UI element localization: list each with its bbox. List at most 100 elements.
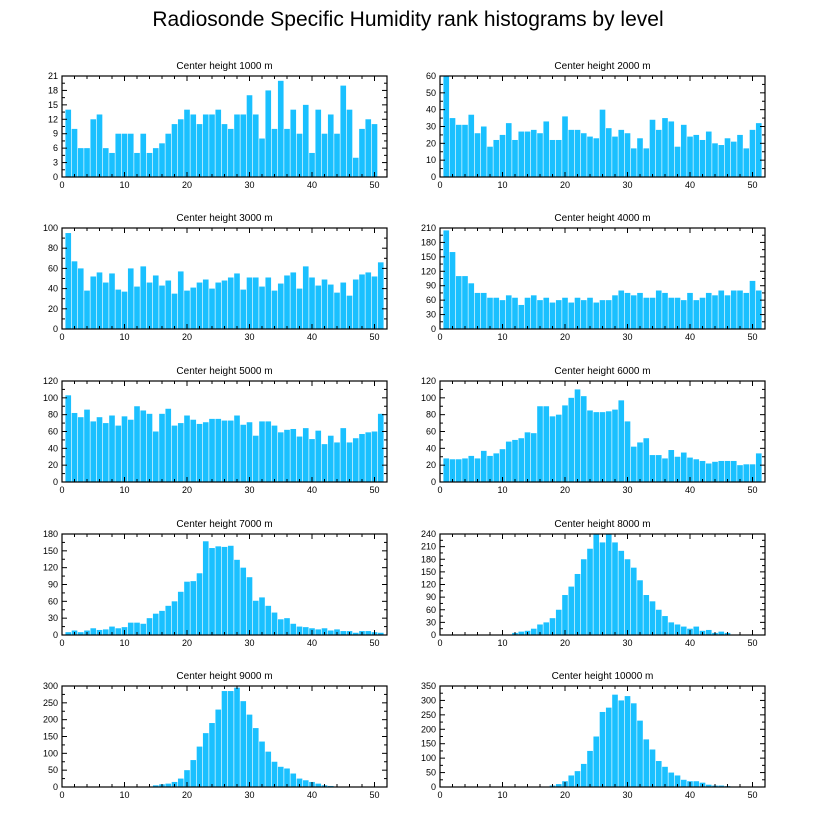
histogram-bar <box>474 292 481 329</box>
histogram-bar <box>630 567 637 635</box>
x-tick-label: 20 <box>182 180 192 190</box>
histogram-bar <box>618 400 625 482</box>
histogram-bar <box>252 435 259 482</box>
histogram-bar <box>327 114 334 177</box>
histogram-bar <box>443 230 450 329</box>
y-tick-label: 15 <box>48 100 58 110</box>
histogram-bar <box>705 784 712 787</box>
y-tick-label: 120 <box>421 376 436 386</box>
histogram-bar <box>377 632 384 635</box>
histogram-bar <box>296 626 303 635</box>
histogram-bar <box>159 610 165 635</box>
histogram-bar <box>340 631 347 635</box>
histogram-bar <box>146 282 153 329</box>
histogram-bar <box>580 396 587 482</box>
x-tick-label: 20 <box>182 790 192 800</box>
histogram-bar <box>171 293 178 329</box>
histogram-bar <box>655 455 662 482</box>
histogram-bar <box>259 741 265 787</box>
histogram-bar <box>462 458 468 482</box>
histogram-panel: Center height 10000 m 0 10 20 30 40 50 0 50 100 15… <box>421 671 766 800</box>
histogram-bar <box>140 623 147 635</box>
histogram-bar <box>662 118 668 177</box>
histogram-bar <box>277 283 284 329</box>
histogram-bar <box>196 282 203 329</box>
y-tick-label: 50 <box>426 768 436 778</box>
panel-title: Center height 4000 m <box>554 213 650 224</box>
histogram-bar <box>705 131 712 177</box>
y-tick-label: 60 <box>426 295 436 305</box>
y-tick-label: 0 <box>53 782 58 792</box>
histogram-bar <box>737 465 743 482</box>
histogram-bar <box>221 124 228 177</box>
histogram-bar <box>637 138 643 177</box>
histogram-bar <box>605 128 612 177</box>
panel-title: Center height 6000 m <box>554 366 650 377</box>
histogram-bar <box>109 626 115 635</box>
y-tick-label: 20 <box>48 304 58 314</box>
histogram-bar <box>302 627 309 635</box>
y-tick-label: 150 <box>43 732 58 742</box>
histogram-bar <box>165 408 172 482</box>
histogram-bar <box>624 292 631 329</box>
histogram-panel: Center height 9000 m 0 10 20 30 40 50 0 50 100 150… <box>43 671 388 800</box>
histogram-bar <box>284 128 290 177</box>
histogram-bar <box>315 285 322 329</box>
y-tick-label: 150 <box>43 546 58 556</box>
x-tick-label: 50 <box>747 485 757 495</box>
histogram-bar <box>196 124 203 177</box>
histogram-bar <box>259 138 265 177</box>
histogram-bar <box>115 289 122 329</box>
histogram-bar <box>215 282 222 329</box>
histogram-panel: Center height 3000 m 0 10 20 30 40 50 0 20 40 60 80… <box>43 213 388 342</box>
x-tick-label: 40 <box>307 180 317 190</box>
histogram-bar <box>749 280 756 329</box>
histogram-bar <box>315 629 322 635</box>
y-tick-label: 50 <box>426 88 436 98</box>
histogram-bar <box>574 771 581 787</box>
histogram-bar <box>574 389 581 482</box>
x-tick-label: 50 <box>747 332 757 342</box>
histogram-bar <box>568 129 575 177</box>
histogram-bar <box>146 618 153 635</box>
histogram-bar <box>549 416 556 482</box>
histogram-bar <box>284 618 290 635</box>
histogram-bar <box>637 720 643 787</box>
histogram-bar <box>327 435 334 482</box>
histogram-bar <box>221 280 228 329</box>
histogram-bar <box>352 279 359 329</box>
x-tick-label: 30 <box>622 790 632 800</box>
x-tick-label: 40 <box>685 790 695 800</box>
histogram-bar <box>455 276 462 329</box>
histogram-bar <box>209 723 215 787</box>
histogram-bar <box>749 129 756 177</box>
histogram-bar <box>177 271 184 329</box>
histogram-bar <box>680 300 687 329</box>
y-tick-label: 200 <box>421 724 436 734</box>
histogram-bar <box>159 143 165 177</box>
histogram-bar <box>221 420 228 482</box>
x-tick-label: 50 <box>747 180 757 190</box>
x-tick-label: 0 <box>437 180 442 190</box>
x-tick-label: 40 <box>307 638 317 648</box>
histogram-bar <box>234 559 240 635</box>
histogram-bar <box>365 272 372 329</box>
histogram-bar <box>65 233 72 329</box>
histogram-bar <box>562 116 568 177</box>
y-tick-label: 30 <box>426 122 436 132</box>
histogram-panel: Center height 1000 m 0 10 20 30 40 50 0 3 6 9 12 15 1… <box>48 61 388 190</box>
x-tick-label: 40 <box>307 332 317 342</box>
histogram-bar <box>159 285 165 329</box>
histogram-bar <box>71 261 78 329</box>
histogram-bar <box>743 464 750 482</box>
histogram-bar <box>668 297 675 329</box>
histogram-bar <box>84 148 90 177</box>
histogram-bar <box>190 760 197 787</box>
x-tick-label: 20 <box>182 485 192 495</box>
histogram-bar <box>512 297 518 329</box>
histogram-bar <box>327 284 334 329</box>
histogram-bar <box>246 577 253 635</box>
x-tick-label: 30 <box>244 790 254 800</box>
y-tick-label: 90 <box>426 592 436 602</box>
histogram-bar <box>674 456 681 482</box>
